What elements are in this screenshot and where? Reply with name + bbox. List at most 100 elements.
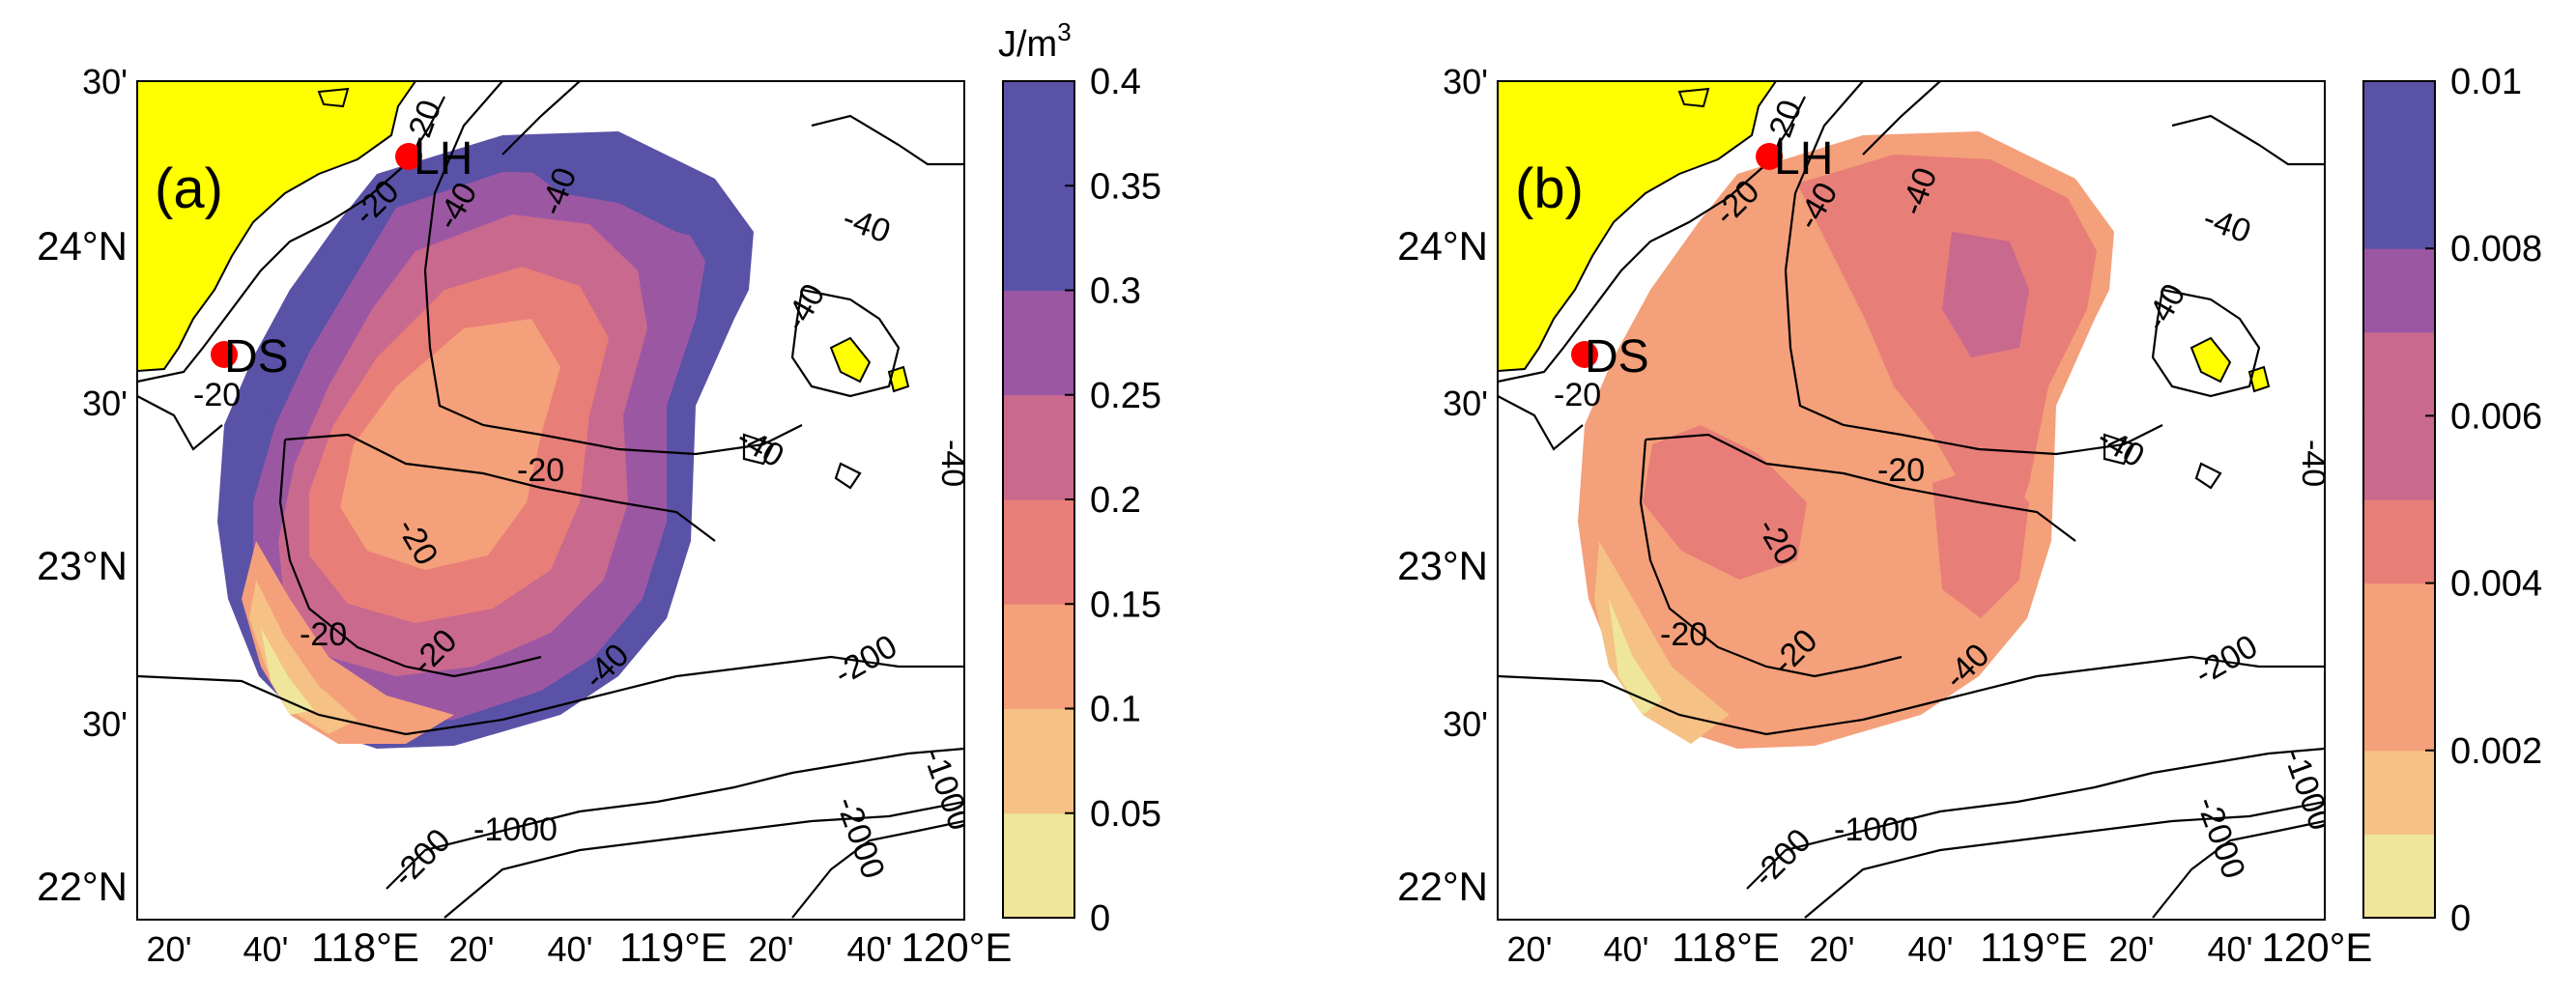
colorbar-tick-label: 0.006	[2450, 396, 2542, 437]
colorbar-a: J/m3 0 0.05 0.1 0.15 0.2 0.25 0.3 0.35 0.4	[998, 17, 1161, 939]
contour-label-m20: -20	[1660, 616, 1707, 653]
colorbar-band	[2363, 667, 2435, 752]
contour-label-m20: -20	[1877, 452, 1925, 489]
site-marker-icon	[395, 143, 422, 170]
colorbar-tick-label: 0.35	[1090, 166, 1161, 207]
depth-contours-a	[137, 81, 964, 919]
lon-label: 20'	[1810, 929, 1855, 969]
colorbar-b: 0 0.002 0.004 0.006 0.008 0.01	[2362, 62, 2542, 939]
lat-axis-b: 30' 24°N 30' 23°N 30' 22°N	[1397, 62, 1488, 909]
site-ds-b: DS	[1571, 331, 1649, 383]
land-a	[137, 81, 910, 393]
colorbar-tick-label: 0.008	[2450, 229, 2542, 270]
colorbar-band	[1003, 812, 1074, 919]
lon-label: 118°E	[1672, 924, 1780, 970]
site-marker-icon	[1756, 143, 1783, 170]
lon-label: 120°E	[2262, 924, 2373, 970]
depth-contours-b	[1498, 81, 2325, 919]
lon-label: 40'	[1604, 929, 1649, 969]
colorbar-band	[1003, 185, 1074, 291]
site-marker-icon	[211, 341, 238, 368]
lon-label: 20'	[449, 929, 495, 969]
colorbar-ticks-a: 0 0.05 0.1 0.15 0.2 0.25 0.3 0.35 0.4	[1065, 62, 1161, 939]
site-marker-icon	[1571, 341, 1598, 368]
colorbar-band	[1003, 604, 1074, 709]
site-lh-a: LH	[395, 133, 472, 185]
colorbar-band	[2363, 248, 2435, 333]
colorbar-band	[2363, 415, 2435, 500]
lon-label: 119°E	[1980, 924, 2088, 970]
lat-label: 30'	[82, 384, 128, 423]
colorbar-tick-label: 0.01	[2450, 62, 2522, 102]
site-label-ds: DS	[224, 331, 289, 383]
colorbar-tick-label: 0.25	[1090, 376, 1161, 416]
lon-label: 119°E	[619, 924, 728, 970]
contour-label-m20: -20	[300, 616, 347, 653]
site-label-lh: LH	[1774, 133, 1833, 185]
colorbar-band	[2363, 750, 2435, 835]
colorbar-band	[1003, 394, 1074, 500]
lon-label: 40'	[548, 929, 593, 969]
lat-label: 23°N	[1397, 543, 1488, 588]
contour-label-m1000: -1000	[473, 811, 558, 848]
colorbar-tick-label: 0	[2450, 898, 2471, 939]
lon-label: 20'	[749, 929, 794, 969]
panel-label-b: (b)	[1515, 157, 1584, 220]
colorbar-band	[1003, 708, 1074, 814]
site-label-lh: LH	[414, 133, 472, 185]
site-lh-b: LH	[1756, 133, 1833, 185]
colorbar-tick-label: 0	[1090, 898, 1110, 939]
site-label-ds: DS	[1585, 331, 1649, 383]
lon-axis-a: 20' 40' 118°E 20' 40' 119°E 20' 40' 120°…	[147, 924, 1013, 970]
energy-field-a	[217, 131, 754, 749]
lon-label: 40'	[847, 929, 893, 969]
lat-label: 30'	[1443, 62, 1488, 101]
lat-label: 30'	[1443, 704, 1488, 744]
lat-label: 24°N	[37, 223, 128, 269]
colorbar-band	[2363, 499, 2435, 584]
lat-label: 30'	[1443, 384, 1488, 423]
lat-label: 30'	[82, 704, 128, 744]
contour-label-m20: -20	[193, 377, 241, 413]
lon-label: 20'	[147, 929, 192, 969]
lon-label: 40'	[2208, 929, 2253, 969]
lon-label: 20'	[2109, 929, 2155, 969]
colorbar-band	[2363, 331, 2435, 416]
contour-label-m20: -20	[1554, 377, 1601, 413]
lon-label: 20'	[1507, 929, 1553, 969]
colorbar-tick-label: 0.4	[1090, 62, 1141, 102]
lat-label: 30'	[82, 62, 128, 101]
colorbar-band	[2363, 583, 2435, 668]
contour-label-m20: -20	[517, 452, 564, 489]
lat-label: 23°N	[37, 543, 128, 588]
colorbar-band	[2363, 834, 2435, 919]
map-frame-a	[136, 80, 965, 921]
colorbar-tick-label: 0.05	[1090, 794, 1161, 835]
lon-label: 118°E	[311, 924, 419, 970]
colorbar-band	[1003, 290, 1074, 396]
colorbar-ticks-b: 0 0.002 0.004 0.006 0.008 0.01	[2425, 62, 2542, 939]
colorbar-unit-a: J/m3	[998, 17, 1072, 65]
colorbar-band	[2363, 164, 2435, 249]
colorbar-tick-label: 0.2	[1090, 480, 1141, 521]
panel-b: -20 -20 -40 -40 -20 -40 -40 -40 -40 -20 …	[1397, 62, 2542, 970]
map-frame-b	[1497, 80, 2326, 921]
colorbar-band	[2363, 81, 2435, 166]
colorbar-tick-label: 0.1	[1090, 690, 1141, 730]
lat-label: 22°N	[37, 864, 128, 909]
land-b	[1498, 81, 2271, 393]
colorbar-steps-b	[2363, 81, 2435, 919]
contour-label-m40: -40	[934, 440, 971, 487]
lon-label: 40'	[243, 929, 289, 969]
lon-label: 120°E	[902, 924, 1013, 970]
site-ds-a: DS	[211, 331, 289, 383]
colorbar-band	[1003, 499, 1074, 605]
lat-label: 22°N	[1397, 864, 1488, 909]
colorbar-tick-label: 0.002	[2450, 731, 2542, 772]
colorbar-steps-a	[1003, 81, 1074, 919]
contour-label-m40: -40	[2295, 440, 2332, 487]
colorbar-band	[1003, 81, 1074, 186]
panel-label-a: (a)	[155, 157, 223, 220]
lat-label: 24°N	[1397, 223, 1488, 269]
